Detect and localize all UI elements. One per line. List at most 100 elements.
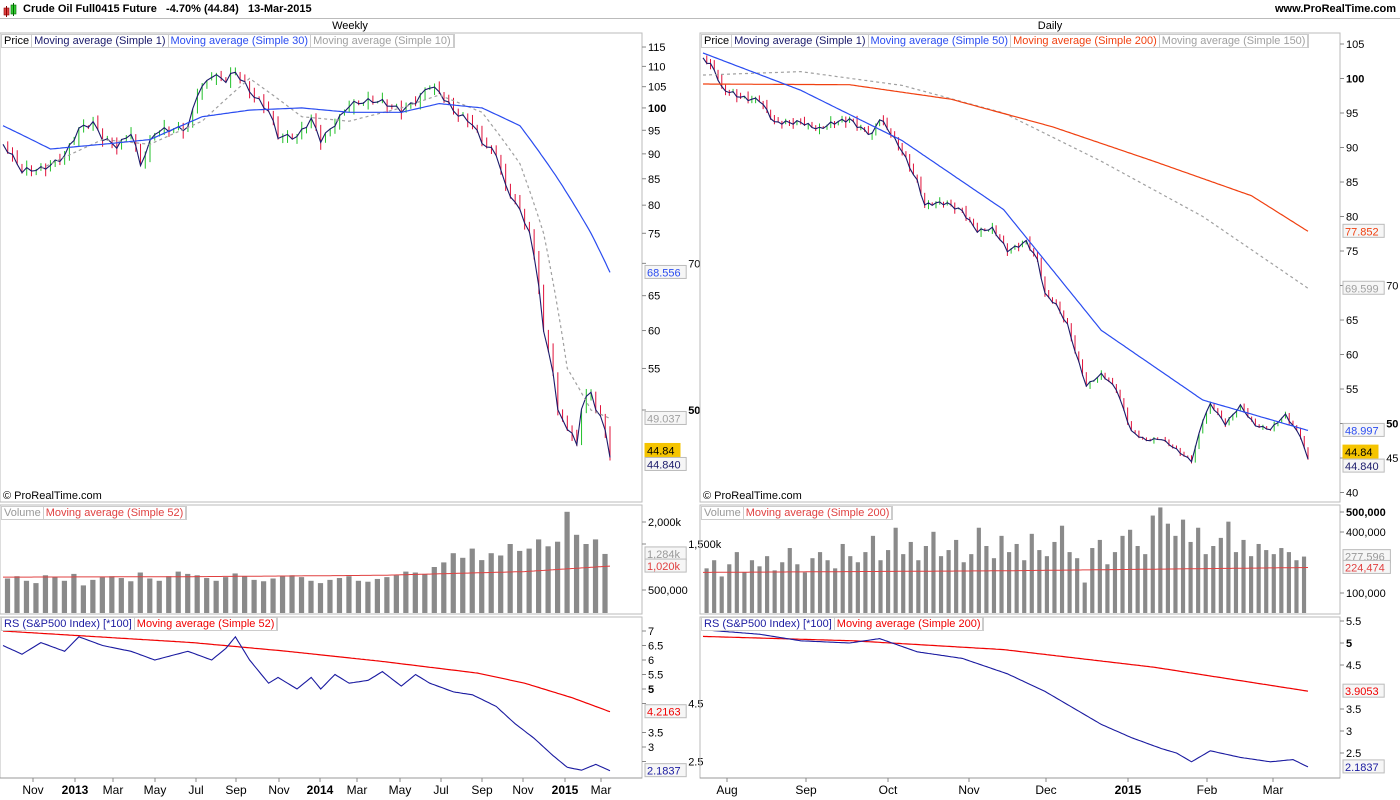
volume-bar <box>991 558 997 613</box>
legend-item[interactable]: RS (S&P500 Index) [*100] <box>2 618 135 630</box>
volume-bar <box>1150 515 1155 613</box>
rs-legend[interactable]: RS (S&P500 Index) [*100] Moving average (… <box>1 617 279 631</box>
volume-bar <box>90 579 96 613</box>
close-value-label: 44.840 <box>1345 461 1379 473</box>
volume-bar <box>33 583 39 613</box>
legend-item[interactable]: Moving average (Simple 50) <box>869 35 1012 47</box>
volume-bar <box>1052 541 1057 613</box>
volume-legend[interactable]: Volume Moving average (Simple 52) <box>1 506 188 520</box>
volume-bar <box>194 575 200 613</box>
volume-bar <box>1105 564 1110 613</box>
price-axis-label: 90 <box>648 149 660 161</box>
legend-item[interactable]: Price <box>2 35 33 47</box>
volume-bar <box>969 554 974 613</box>
volume-bar <box>855 562 860 613</box>
time-axis-label: Sep <box>225 783 247 797</box>
legend-item[interactable]: Moving average (Simple 1) <box>732 35 869 47</box>
legend-item[interactable]: RS (S&P500 Index) [*100] <box>702 618 835 630</box>
volume-bar <box>704 568 709 613</box>
copyright-label: © ProRealTime.com <box>3 490 102 502</box>
price-axis-label: 100 <box>1346 74 1364 86</box>
volume-bar <box>1067 552 1072 613</box>
volume-legend[interactable]: Volume Moving average (Simple 200) <box>701 506 894 520</box>
volume-bar <box>1256 543 1261 613</box>
volume-bar <box>1143 554 1148 613</box>
legend-item[interactable]: Moving average (Simple 52) <box>135 618 278 630</box>
price-axis-label: 70 <box>688 258 700 270</box>
volume-bar <box>346 576 352 613</box>
volume-bar <box>204 578 210 613</box>
volume-axis-label: 1,500k <box>688 539 722 551</box>
time-axis-label: Mar <box>1263 783 1284 797</box>
time-axis-label: 2014 <box>307 783 334 797</box>
volume-bar <box>412 572 418 613</box>
volume-bar <box>946 550 951 613</box>
price-axis-label: 50 <box>1386 419 1398 431</box>
volume-bar <box>1188 541 1193 613</box>
rs-axis-label: 3.5 <box>1346 704 1361 716</box>
price-axis-label: 85 <box>648 174 660 186</box>
rs-legend[interactable]: RS (S&P500 Index) [*100] Moving average (… <box>701 617 985 631</box>
volume-bar <box>175 571 181 613</box>
legend-item[interactable]: Moving average (Simple 150) <box>1160 35 1309 47</box>
price-line-sma1 <box>2 71 611 458</box>
price-axis-label: 75 <box>1346 246 1358 258</box>
volume-bar <box>893 527 898 613</box>
volume-bar <box>1059 525 1065 613</box>
price-axis-label: 95 <box>648 125 660 137</box>
price-axis-label: 70 <box>1386 281 1398 293</box>
volume-bar <box>1120 535 1125 613</box>
volume-ma-line <box>703 567 1308 573</box>
rs-axis-label: 2.5 <box>688 757 703 769</box>
rs-axis-label: 5.5 <box>648 670 663 682</box>
legend-item[interactable]: Moving average (Simple 10) <box>311 35 454 47</box>
price-axis-label: 105 <box>1346 39 1364 51</box>
ma150-value-label-box <box>1342 280 1385 295</box>
volume-axis-label: 400,000 <box>1346 527 1386 539</box>
rs-ma-value-label: 4.2163 <box>647 707 681 719</box>
site-link[interactable]: www.ProRealTime.com <box>1274 3 1396 15</box>
price-legend[interactable]: Price Moving average (Simple 1) Moving ave… <box>701 34 1310 48</box>
volume-bar <box>251 579 257 613</box>
rs-axis-label: 6.5 <box>648 641 663 653</box>
legend-item[interactable]: Moving average (Simple 200) <box>744 507 893 519</box>
legend-item[interactable]: Volume <box>702 507 744 519</box>
legend-item[interactable]: Price <box>702 35 733 47</box>
price-axis-label: 80 <box>1346 212 1358 224</box>
rs-panel-frame <box>699 616 1341 779</box>
volume-bar <box>270 578 276 613</box>
volume-bar <box>298 577 305 613</box>
volume-bar <box>938 556 944 613</box>
ma30-value-label-box <box>644 264 687 279</box>
volume-bar <box>507 544 513 613</box>
rs-ma-value-label-box <box>644 704 687 719</box>
volume-bar <box>128 581 134 613</box>
price-legend[interactable]: Price Moving average (Simple 1) Moving ave… <box>1 34 455 48</box>
legend-item[interactable]: Moving average (Simple 200) <box>835 618 984 630</box>
volume-bar <box>4 578 11 613</box>
volume-bar <box>901 554 906 613</box>
volume-bar <box>213 580 219 613</box>
legend-item[interactable]: Moving average (Simple 30) <box>169 35 312 47</box>
volume-bar <box>870 535 876 613</box>
volume-bar <box>71 573 77 613</box>
time-axis-label: Feb <box>1197 783 1218 797</box>
volume-bar <box>840 543 845 613</box>
volume-bar <box>498 555 504 613</box>
volume-bar <box>1022 560 1027 613</box>
volume-bar <box>374 578 381 613</box>
rs-axis-label: 3.5 <box>648 728 663 740</box>
ma30-value-label: 68.556 <box>647 267 681 279</box>
volume-ma-value-label: 1,020k <box>647 561 681 573</box>
volume-bar <box>712 560 717 613</box>
legend-item[interactable]: Moving average (Simple 200) <box>1011 35 1160 47</box>
legend-item[interactable]: Moving average (Simple 52) <box>44 507 187 519</box>
volume-bar <box>23 580 30 613</box>
ma150-line <box>703 70 1309 289</box>
volume-bar <box>147 578 153 613</box>
time-axis-label: Nov <box>268 783 289 797</box>
legend-item[interactable]: Moving average (Simple 1) <box>32 35 169 47</box>
legend-item[interactable]: Volume <box>2 507 44 519</box>
volume-bar <box>403 571 409 613</box>
